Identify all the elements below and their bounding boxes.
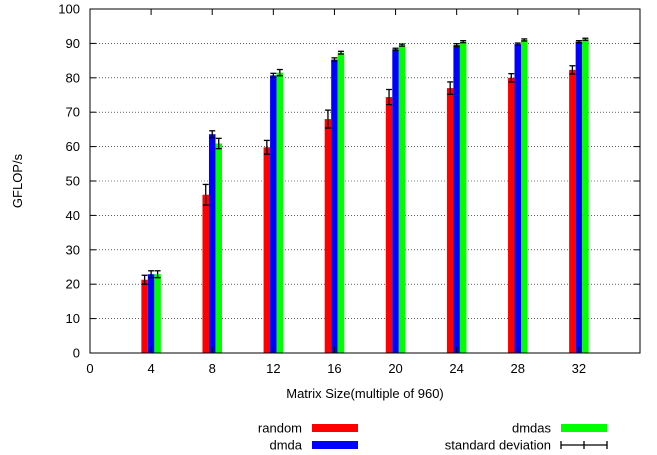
bar-dmda bbox=[331, 59, 338, 354]
error-bar-dmdas bbox=[460, 39, 467, 44]
legend-label: dmdas bbox=[512, 421, 552, 436]
error-bar-dmdas bbox=[154, 270, 161, 279]
bar-random bbox=[324, 119, 332, 353]
x-tick-label: 20 bbox=[388, 361, 402, 376]
y-axis: 0 10 20 30 40 50 60 70 80 90 100 bbox=[58, 2, 640, 361]
error-bar-random bbox=[569, 65, 576, 75]
x-axis: 0 4 8 12 16 20 24 28 32 bbox=[86, 9, 586, 376]
x-tick-label: 32 bbox=[572, 361, 586, 376]
x-axis-label: Matrix Size(multiple of 960) bbox=[286, 386, 444, 401]
bar-dmdas bbox=[154, 274, 161, 353]
legend-item: dmdas bbox=[512, 421, 607, 436]
bar-dmda bbox=[453, 45, 460, 354]
x-tick-label: 0 bbox=[86, 361, 93, 376]
legend-item: dmda bbox=[269, 438, 358, 453]
plot-frame bbox=[89, 8, 641, 354]
error-bar-dmdas bbox=[582, 37, 589, 41]
bar-dmda bbox=[270, 75, 277, 353]
x-tick-label: 16 bbox=[327, 361, 341, 376]
bar-random bbox=[385, 97, 393, 354]
legend-swatch bbox=[312, 441, 358, 449]
bar-random bbox=[508, 77, 515, 354]
bar-dmdas bbox=[521, 39, 528, 354]
bar-dmda bbox=[575, 41, 583, 354]
bar-dmdas bbox=[398, 45, 406, 354]
bar-dmdas bbox=[337, 52, 345, 354]
bars bbox=[141, 39, 589, 354]
error-bar-dmda bbox=[392, 47, 399, 51]
error-bar-dmdas bbox=[521, 38, 528, 42]
bar-dmdas bbox=[215, 143, 222, 353]
y-tick-label: 40 bbox=[66, 208, 80, 223]
x-tick-label: 12 bbox=[266, 361, 280, 376]
legend-item: standard deviation bbox=[445, 438, 608, 453]
bar-dmdas bbox=[582, 39, 589, 353]
error-bar-random bbox=[447, 81, 454, 95]
error-bar-random bbox=[202, 183, 209, 206]
bar-dmdas bbox=[276, 72, 284, 353]
y-tick-label: 50 bbox=[66, 174, 80, 189]
error-bar-dmda bbox=[270, 72, 277, 79]
legend: random dmda dmdas standard deviation bbox=[258, 421, 608, 453]
bar-random bbox=[263, 147, 271, 353]
bar-random bbox=[446, 88, 454, 354]
error-bar-dmdas bbox=[399, 43, 406, 47]
y-tick-label: 10 bbox=[66, 311, 80, 326]
legend-label: random bbox=[258, 421, 302, 436]
error-bar-dmda bbox=[148, 270, 155, 279]
x-tick-label: 24 bbox=[449, 361, 463, 376]
error-bar-dmdas bbox=[276, 68, 283, 77]
legend-item: random bbox=[258, 421, 358, 436]
x-tick-label: 8 bbox=[209, 361, 216, 376]
bar-random bbox=[202, 194, 209, 353]
error-bar-dmda bbox=[514, 42, 521, 46]
bar-dmda bbox=[392, 49, 399, 354]
error-bars bbox=[141, 37, 589, 285]
y-axis-label: GFLOP/s bbox=[10, 153, 25, 208]
error-bar-dmdas bbox=[215, 137, 222, 150]
y-tick-label: 70 bbox=[66, 105, 80, 120]
legend-label: standard deviation bbox=[445, 438, 551, 453]
error-bar-random bbox=[386, 88, 393, 106]
legend-swatch bbox=[561, 424, 607, 432]
y-tick-label: 60 bbox=[66, 139, 80, 154]
bar-random bbox=[141, 279, 148, 353]
bar-random bbox=[569, 69, 576, 353]
x-tick-label: 28 bbox=[511, 361, 525, 376]
bar-dmda bbox=[147, 274, 155, 353]
legend-label: dmda bbox=[269, 438, 302, 453]
x-tick-label: 4 bbox=[147, 361, 154, 376]
y-tick-label: 100 bbox=[58, 2, 80, 17]
y-tick-label: 30 bbox=[66, 242, 80, 257]
y-tick-label: 20 bbox=[66, 277, 80, 292]
error-bar-dmda bbox=[575, 39, 582, 44]
error-bar-dmda bbox=[331, 57, 338, 62]
y-tick-label: 0 bbox=[73, 346, 80, 361]
y-tick-label: 80 bbox=[66, 70, 80, 85]
gridlines bbox=[90, 43, 640, 319]
error-bar-random bbox=[324, 109, 331, 129]
y-tick-label: 90 bbox=[66, 36, 80, 51]
error-bar-random bbox=[263, 139, 270, 155]
error-bar-random bbox=[141, 274, 148, 285]
legend-swatch bbox=[312, 424, 358, 432]
bar-dmda bbox=[514, 44, 522, 353]
bar-dmda bbox=[208, 134, 216, 353]
error-bar-random bbox=[508, 73, 515, 83]
error-bar-dmda bbox=[209, 130, 216, 139]
error-bar-dmdas bbox=[337, 50, 344, 55]
bar-dmdas bbox=[459, 41, 467, 354]
error-bar-dmda bbox=[453, 43, 460, 48]
